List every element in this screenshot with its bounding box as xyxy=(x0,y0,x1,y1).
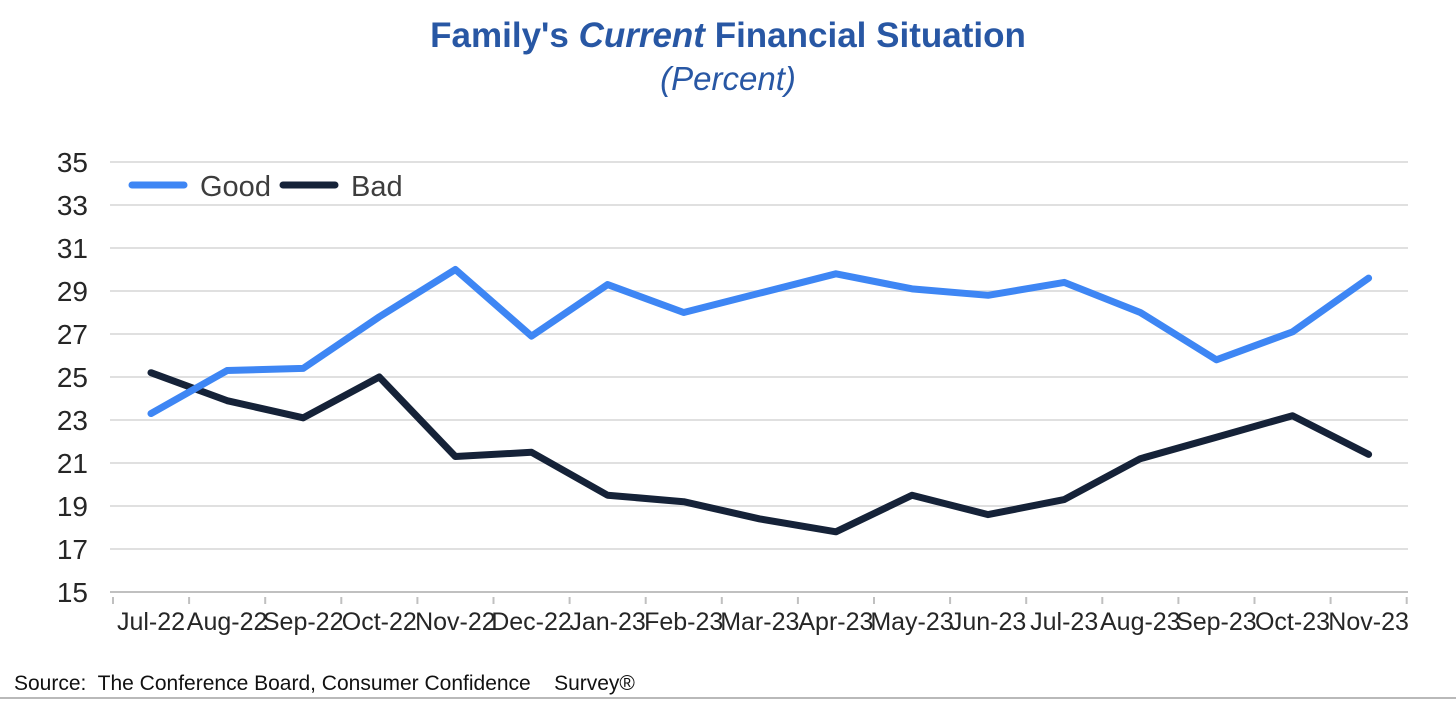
x-tick-label: Nov-22 xyxy=(415,608,496,636)
y-tick-label: 27 xyxy=(57,319,88,350)
legend-label-bad: Bad xyxy=(351,171,403,203)
x-tick-label: Sep-23 xyxy=(1176,608,1257,636)
x-tick-label: Dec-22 xyxy=(491,608,572,636)
chart-subtitle: (Percent) xyxy=(660,60,796,97)
x-tick-label: Apr-23 xyxy=(798,608,873,636)
x-tick-label: May-23 xyxy=(870,608,953,636)
y-tick-label: 25 xyxy=(57,362,88,393)
x-tick-label: Sep-22 xyxy=(263,608,344,636)
y-tick-label: 29 xyxy=(57,276,88,307)
source-note: Source: The Conference Board, Consumer C… xyxy=(14,672,635,695)
bad-line xyxy=(147,369,1373,536)
x-tick-label: Nov-23 xyxy=(1328,608,1409,636)
x-tick-label: Aug-23 xyxy=(1100,608,1181,636)
x-tick-label: Oct-22 xyxy=(342,608,417,636)
x-tick-label: Jul-22 xyxy=(117,608,185,636)
y-tick-label: 15 xyxy=(57,577,88,608)
x-tick-label: Jun-23 xyxy=(950,608,1026,636)
y-tick-label: 21 xyxy=(57,448,88,479)
chart-title-prefix: Family's xyxy=(430,16,579,55)
y-tick-label: 23 xyxy=(57,405,88,436)
y-tick-label: 31 xyxy=(57,233,88,264)
chart-title-emphasis: Current xyxy=(578,16,705,55)
bottom-divider xyxy=(0,697,1456,699)
chart-title: Family's Current Financial Situation xyxy=(0,16,1456,56)
x-tick-label: Jul-23 xyxy=(1030,608,1098,636)
y-tick-label: 19 xyxy=(57,491,88,522)
x-tick-label: Oct-23 xyxy=(1255,608,1330,636)
legend-label-good: Good xyxy=(200,171,271,203)
chart-title-suffix: Financial Situation xyxy=(704,16,1026,55)
y-tick-label: 17 xyxy=(57,534,88,565)
y-tick-label: 33 xyxy=(57,190,88,221)
y-tick-label: 35 xyxy=(57,147,88,178)
x-tick-label: Feb-23 xyxy=(644,608,723,636)
x-tick-label: Jan-23 xyxy=(569,608,645,636)
x-tick-label: Aug-22 xyxy=(187,608,268,636)
x-tick-label: Mar-23 xyxy=(720,608,799,636)
good-line xyxy=(147,266,1373,418)
